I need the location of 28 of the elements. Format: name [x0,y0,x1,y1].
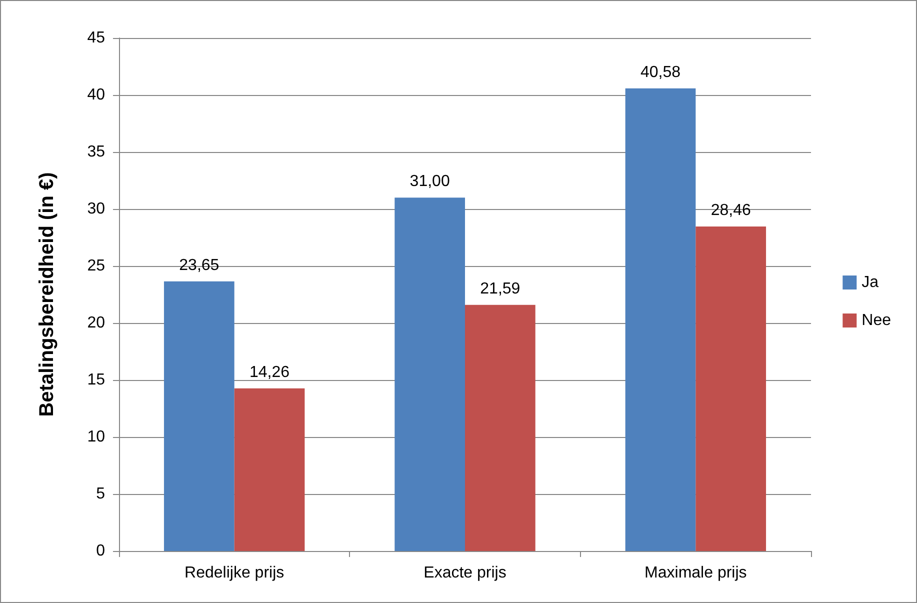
data-label: 21,59 [480,280,520,298]
y-tick-label: 45 [87,30,106,46]
legend-label: Ja [862,274,879,291]
y-tick-label: 5 [96,486,106,502]
legend-label: Nee [862,312,892,329]
y-tick-label: 0 [96,542,106,560]
x-tick-label: Exacte prijs [424,564,506,582]
y-tick-label: 25 [87,258,106,274]
x-tick-label: Redelijke prijs [184,564,284,582]
bar [625,88,696,551]
data-label: 14,26 [249,364,290,381]
data-label: 40,58 [640,64,681,81]
data-label: 31,00 [410,173,450,190]
y-tick-label: 20 [87,314,106,332]
bar [164,281,234,551]
y-tick-label: 10 [87,428,106,446]
data-label: 23,65 [179,256,220,274]
y-tick-label: 30 [87,200,106,218]
bar [234,388,305,551]
bar [394,198,465,551]
bar [465,304,536,551]
y-tick-label: 40 [87,86,106,104]
bar [696,226,766,551]
y-axis-title: Betalingsbereidheid (in €) [36,172,58,417]
y-tick-label: 15 [87,372,106,388]
x-tick-label: Maximale prijs [644,564,747,582]
y-tick-label: 35 [87,144,106,160]
data-label: 28,46 [710,202,751,220]
